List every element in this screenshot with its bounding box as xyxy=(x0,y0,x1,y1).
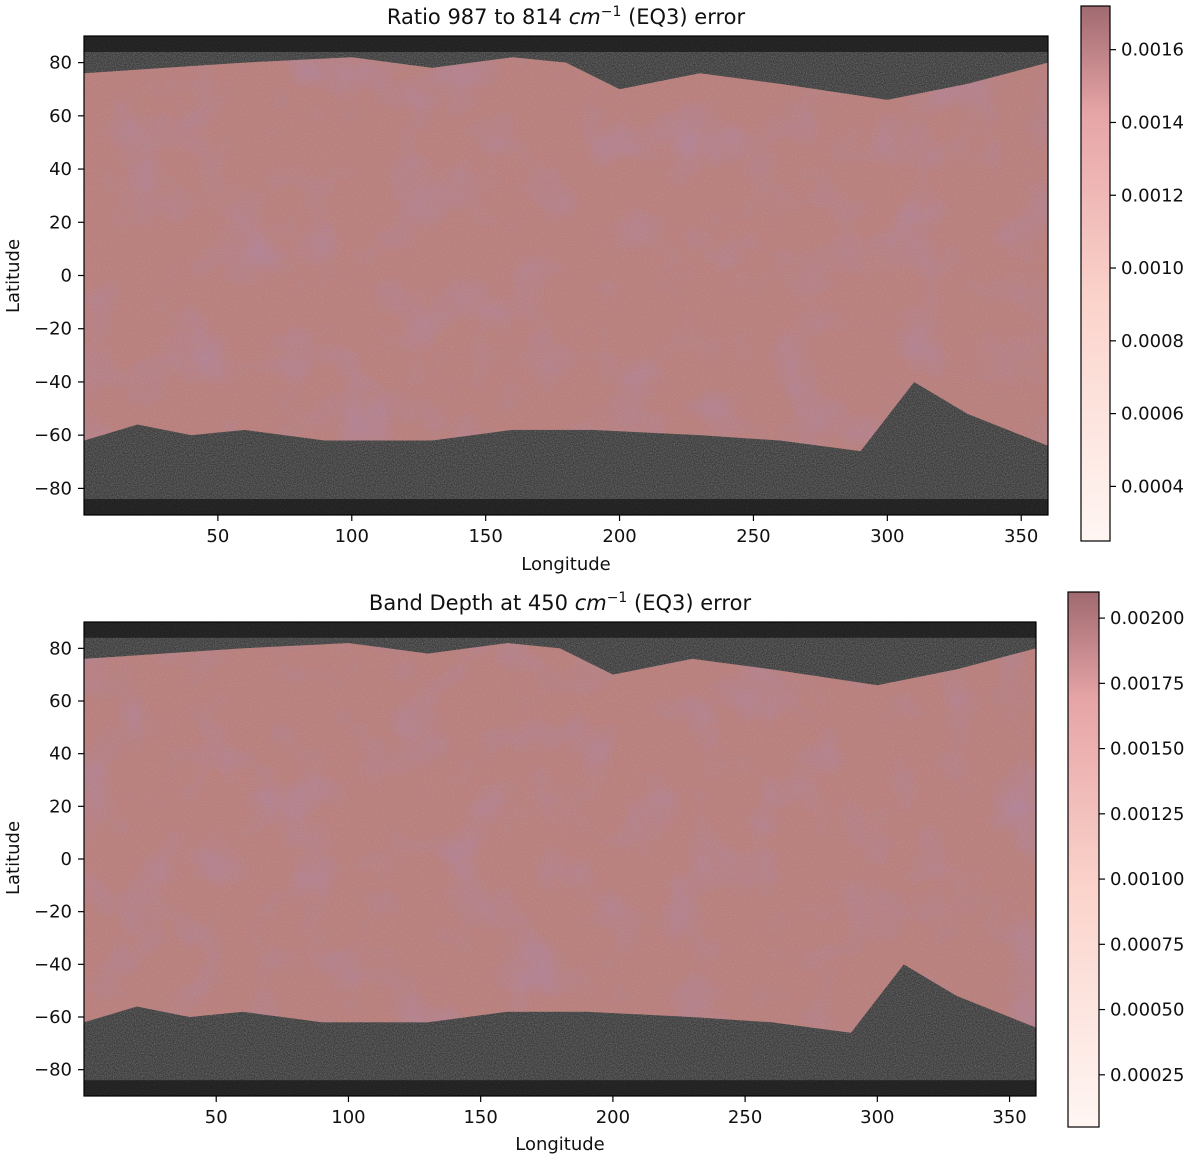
y-tick-label: −80 xyxy=(34,478,72,499)
y-tick-label: 20 xyxy=(49,796,72,817)
surface-texture xyxy=(84,643,1036,1033)
x-tick-label: 50 xyxy=(205,1107,228,1128)
colorbar: 0.00200 0.00175 0.00150 0.00125 0.00100 0.000… xyxy=(1067,591,1184,1128)
colorbar-tick-label: 0.00150 xyxy=(1110,739,1184,760)
x-axis: 50 100 150 200 250 300 350 xyxy=(206,515,1038,547)
colorbar-tick-label: 0.0016 xyxy=(1121,40,1184,61)
panel-ratio: Ratio 987 to 814 cm−1 (EQ3) error 80 60 40… xyxy=(3,4,1184,575)
colorbar-tick-label: 0.0008 xyxy=(1121,331,1184,352)
colorbar-gradient xyxy=(1067,591,1100,1128)
x-axis-label: Longitude xyxy=(515,1134,605,1155)
surface-texture xyxy=(84,57,1048,452)
panel-band-depth: Band Depth at 450 cm−1 (EQ3) error 80 60 4… xyxy=(3,590,1184,1155)
y-tick-label: −40 xyxy=(34,372,72,393)
y-tick-label: −20 xyxy=(34,319,72,340)
y-tick-label: −60 xyxy=(34,425,72,446)
colorbar-gradient xyxy=(1080,5,1111,542)
colorbar-tick-label: 0.0014 xyxy=(1121,112,1184,133)
x-tick-label: 150 xyxy=(468,526,502,547)
panel-title: Ratio 987 to 814 cm−1 (EQ3) error xyxy=(387,4,746,29)
x-tick-label: 50 xyxy=(206,526,229,547)
y-tick-label: 80 xyxy=(49,53,72,74)
colorbar-tick-label: 0.00125 xyxy=(1110,804,1184,825)
map-area xyxy=(83,35,1049,516)
x-tick-label: 100 xyxy=(335,526,369,547)
y-tick-label: 20 xyxy=(49,212,72,233)
north-pole-band xyxy=(84,622,1036,638)
x-axis-label: Longitude xyxy=(521,554,611,575)
colorbar-tick-label: 0.0012 xyxy=(1121,185,1184,206)
x-tick-label: 200 xyxy=(602,526,636,547)
x-tick-label: 250 xyxy=(728,1107,762,1128)
colorbar-tick-label: 0.00025 xyxy=(1110,1065,1184,1086)
colorbar: 0.0016 0.0014 0.0012 0.0010 0.0008 0.0006 0.00… xyxy=(1080,5,1184,542)
y-tick-label: 60 xyxy=(49,691,72,712)
y-tick-label: 0 xyxy=(61,266,72,287)
x-tick-label: 350 xyxy=(992,1107,1026,1128)
x-tick-label: 150 xyxy=(463,1107,497,1128)
colorbar-tick-label: 0.00075 xyxy=(1110,934,1184,955)
y-tick-label: 80 xyxy=(49,638,72,659)
colorbar-tick-label: 0.0004 xyxy=(1121,476,1184,497)
south-pole-band xyxy=(84,1080,1036,1096)
colorbar-tick-label: 0.00175 xyxy=(1110,673,1184,694)
y-axis: 80 60 40 20 0 −20 −40 −60 −80 xyxy=(34,638,84,1081)
y-tick-label: 60 xyxy=(49,106,72,127)
panel-title: Band Depth at 450 cm−1 (EQ3) error xyxy=(369,590,752,615)
y-tick-label: −80 xyxy=(34,1060,72,1081)
x-tick-label: 350 xyxy=(1004,526,1038,547)
colorbar-tick-label: 0.00050 xyxy=(1110,1000,1184,1021)
y-axis: 80 60 40 20 0 −20 −40 −60 −80 xyxy=(34,53,84,499)
y-tick-label: 40 xyxy=(49,159,72,180)
colorbar-tick-label: 0.00200 xyxy=(1110,608,1184,629)
colorbar-tick-label: 0.0006 xyxy=(1121,404,1184,425)
x-tick-label: 300 xyxy=(870,526,904,547)
map-area xyxy=(83,621,1037,1097)
x-tick-label: 200 xyxy=(596,1107,630,1128)
y-axis-label: Latitude xyxy=(3,821,24,895)
x-axis: 50 100 150 200 250 300 350 xyxy=(205,1096,1027,1128)
y-axis-label: Latitude xyxy=(3,239,24,313)
north-pole-band xyxy=(84,36,1048,52)
y-tick-label: −60 xyxy=(34,1007,72,1028)
colorbar-tick-label: 0.0010 xyxy=(1121,258,1184,279)
y-tick-label: −20 xyxy=(34,902,72,923)
x-tick-label: 300 xyxy=(860,1107,894,1128)
x-tick-label: 250 xyxy=(736,526,770,547)
x-tick-label: 100 xyxy=(331,1107,365,1128)
y-tick-label: 0 xyxy=(61,849,72,870)
south-pole-band xyxy=(84,499,1048,515)
y-tick-label: 40 xyxy=(49,744,72,765)
y-tick-label: −40 xyxy=(34,954,72,975)
colorbar-tick-label: 0.00100 xyxy=(1110,869,1184,890)
